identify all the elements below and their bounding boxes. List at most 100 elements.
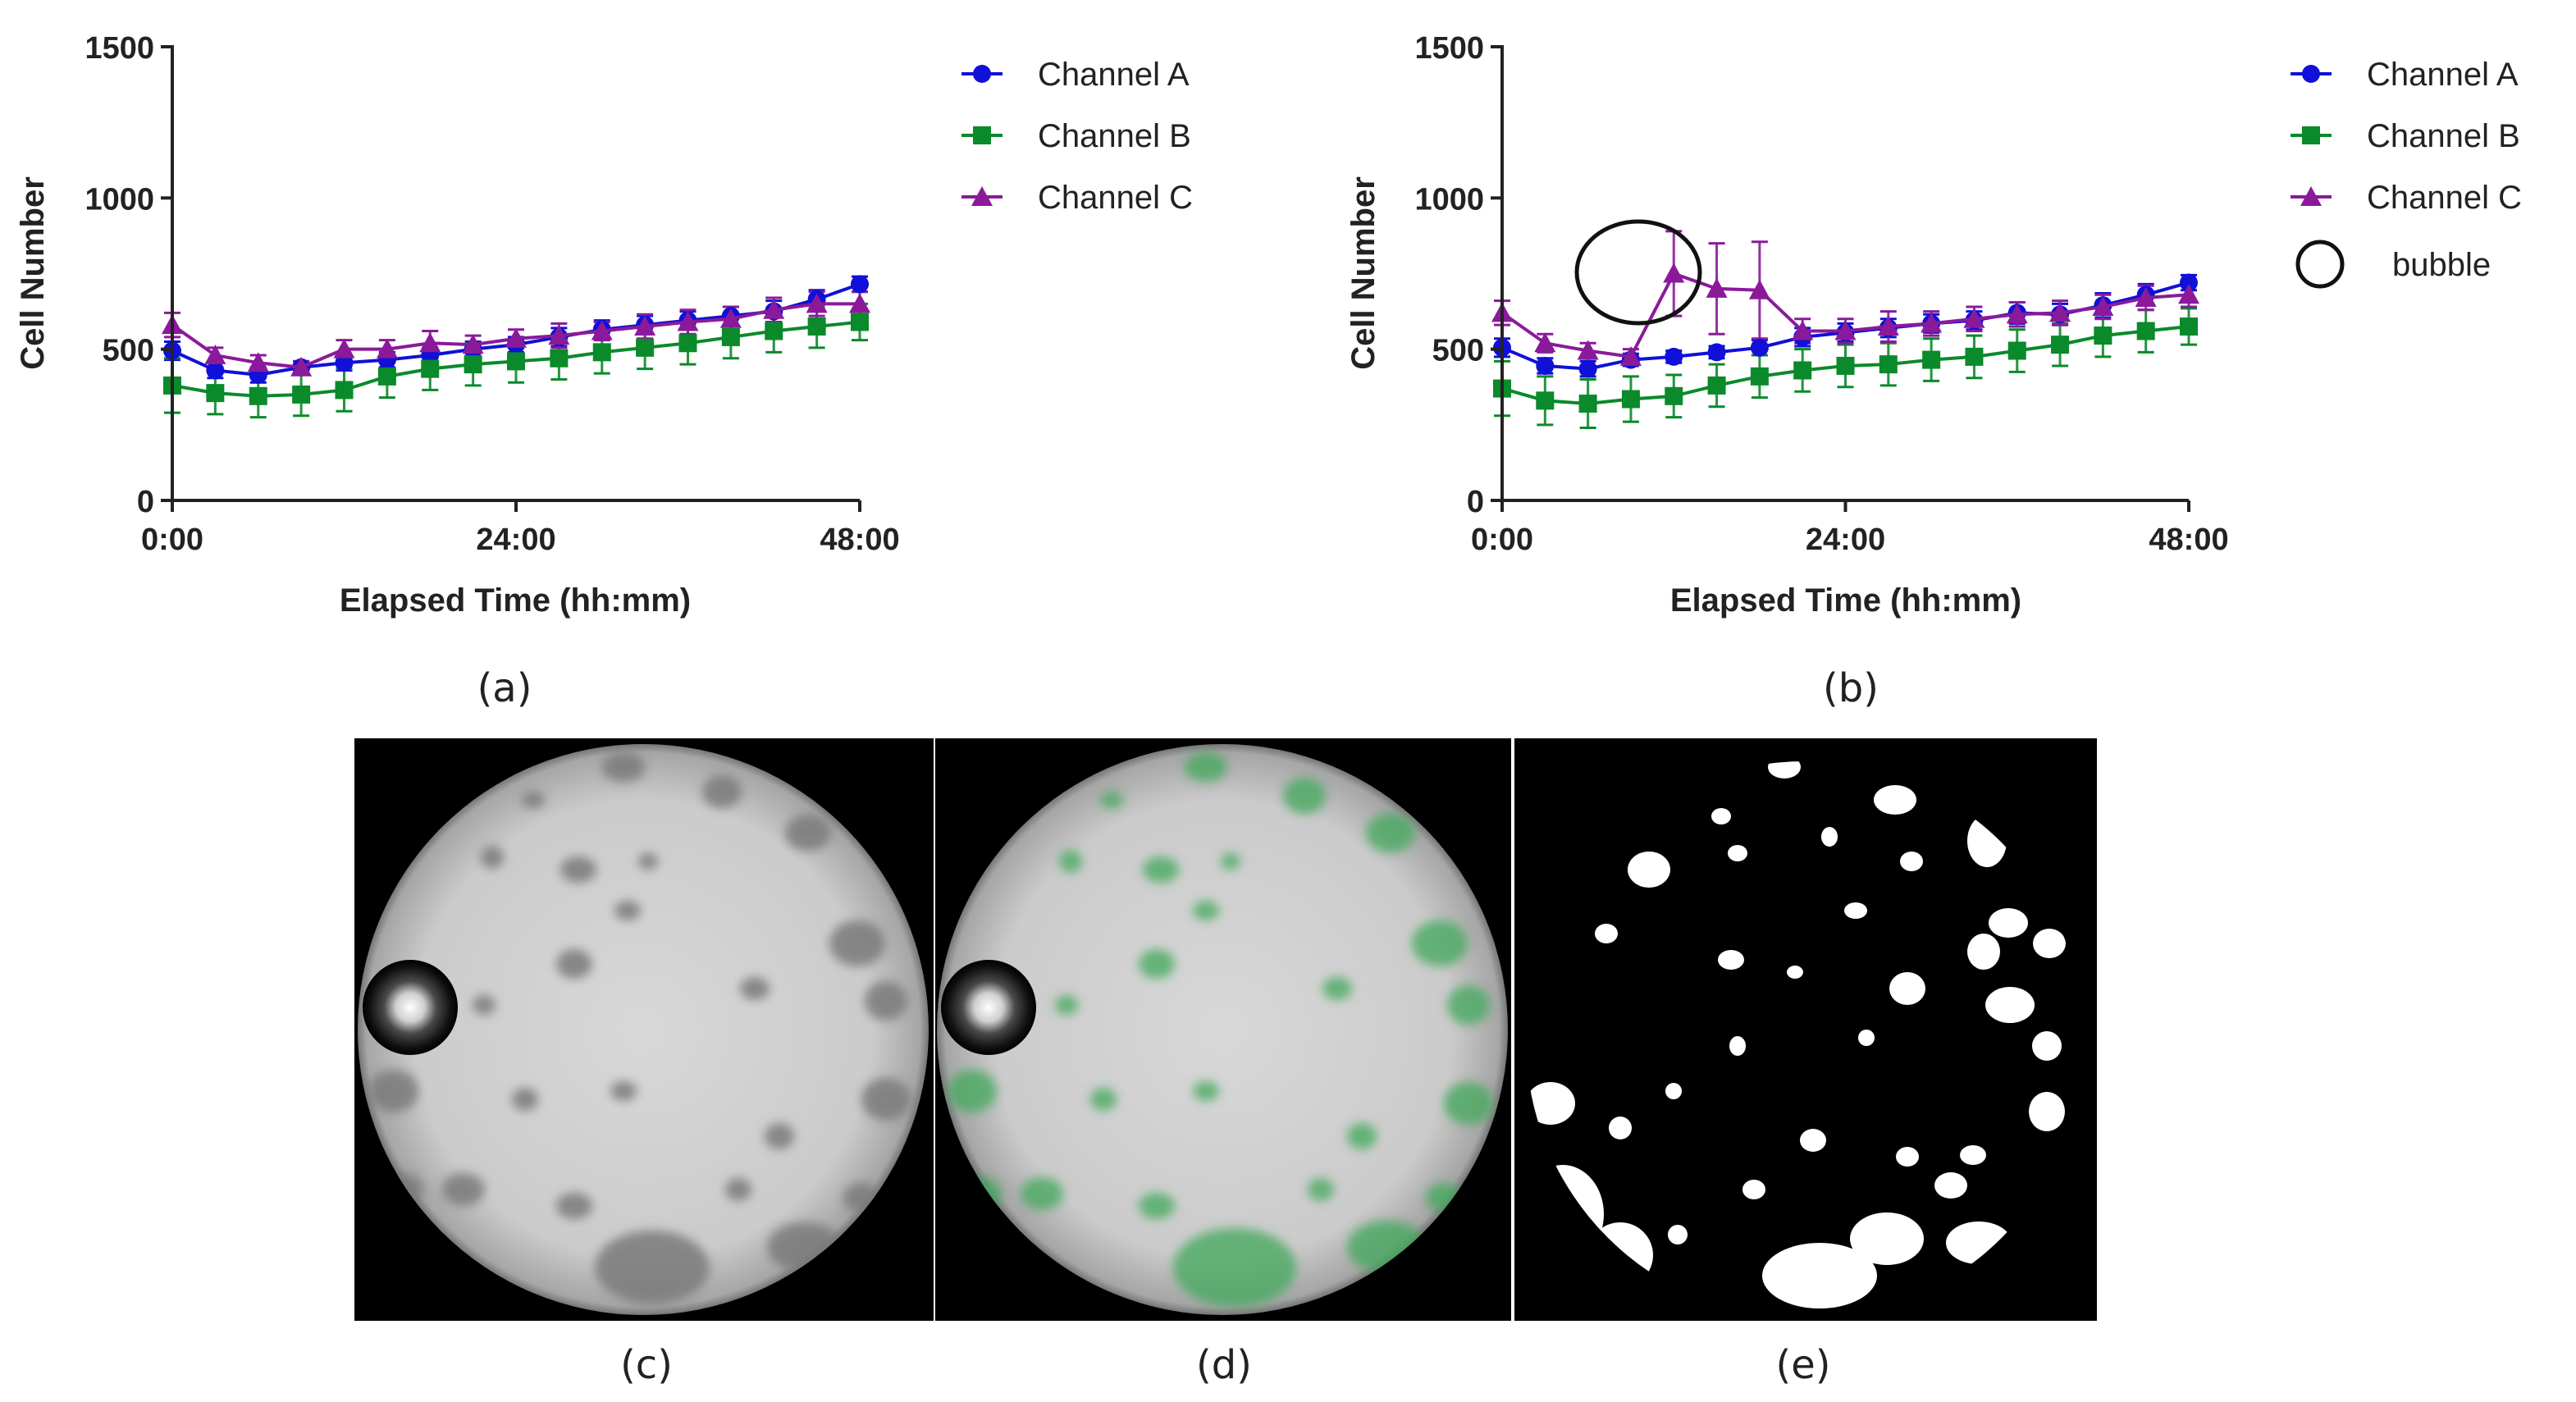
image-d-dish bbox=[937, 744, 1508, 1315]
chart-b-channel-a-point bbox=[2180, 273, 2198, 292]
chart-b-ylabel: Cell Number bbox=[1345, 176, 1382, 370]
chart-b-channel-c-point bbox=[1619, 345, 1642, 366]
legend-b-bubble-label: bubble bbox=[2392, 247, 2491, 283]
chart-b-channel-b-point bbox=[1922, 350, 1941, 369]
chart-a-channel-c-point bbox=[204, 345, 226, 365]
chart-a-channel-b-point bbox=[335, 381, 354, 400]
legend-a-channel-a-marker bbox=[973, 65, 991, 83]
chart-a-y-tick-label: 500 bbox=[103, 334, 154, 368]
chart-a-channel-b-point bbox=[721, 327, 740, 346]
chart-b-channel-c-point bbox=[2049, 302, 2071, 322]
chart-a-channel-a-point bbox=[335, 354, 354, 372]
chart-b-channel-b-point bbox=[1578, 395, 1597, 413]
chart-b-channel-b-point bbox=[2007, 341, 2026, 360]
chart-b-y-tick-label: 1500 bbox=[1414, 31, 1484, 66]
chart-b-channel-a-point bbox=[1536, 356, 1555, 375]
chart-a-series bbox=[162, 275, 870, 405]
legend-a-channel-b-marker bbox=[973, 126, 991, 144]
legend-b-channel-a-marker bbox=[2302, 65, 2320, 83]
chart-b-channel-b-point bbox=[1750, 367, 1769, 386]
image-c-cell-clusters bbox=[369, 752, 911, 1304]
chart-b-channel-a-point bbox=[1665, 347, 1683, 366]
chart-b-x-tick-label: 48:00 bbox=[2149, 523, 2228, 557]
legend-a-channel-b-label: Channel B bbox=[1038, 118, 1191, 154]
chart-b-channel-b-point bbox=[1621, 390, 1640, 409]
chart-b-channel-b-point bbox=[2094, 327, 2112, 345]
chart-a-channel-c-point bbox=[849, 293, 870, 313]
chart-b-axes: 0 500 1000 1500 0:00 24:00 48:00 bbox=[1414, 31, 2228, 557]
chart-a-y-tick-label: 1000 bbox=[84, 182, 154, 217]
chart-a-channel-a-point bbox=[206, 361, 225, 380]
chart-b-channel-c-point bbox=[2092, 296, 2114, 317]
chart-b-channel-c-point bbox=[1834, 320, 1857, 340]
chart-a-channel-b-point bbox=[377, 367, 396, 386]
legend-b-channel-c-marker bbox=[2300, 186, 2322, 206]
chart-a-channel-b-point bbox=[464, 355, 482, 374]
chart-a-axes: 0 500 1000 1500 0:00 24:00 48:00 bbox=[84, 31, 899, 557]
chart-a-channel-c-point bbox=[806, 293, 828, 313]
chart-a-channel-c-point bbox=[247, 352, 269, 372]
chart-b-y-tick-label: 0 bbox=[1467, 485, 1484, 519]
chart-a-x-tick-label: 0:00 bbox=[141, 523, 203, 557]
chart-b-y-tick-label: 500 bbox=[1432, 334, 1484, 368]
chart-a-channel-b-point bbox=[249, 386, 267, 405]
chart-a-channel-b-point bbox=[678, 334, 697, 353]
chart-b-channel-b-point bbox=[2136, 322, 2155, 340]
chart-b-channel-b-point bbox=[1879, 355, 1898, 374]
chart-b-channel-a-point bbox=[1578, 359, 1597, 378]
chart-b-channel-c-point bbox=[1877, 316, 1899, 336]
chart-a-channel-b-point bbox=[421, 359, 440, 378]
legend-b-bubble-marker bbox=[2295, 240, 2345, 289]
chart-a-channel-b-point bbox=[206, 384, 225, 403]
chart-b-channel-c-point bbox=[1577, 340, 1599, 360]
chart-b-y-tick-label: 1000 bbox=[1414, 182, 1484, 217]
chart-b-channel-b-point bbox=[2051, 336, 2070, 354]
image-c-micrograph: (c) bbox=[354, 738, 934, 1388]
chart-b-legend: Channel A Channel B Channel C bubble bbox=[2291, 57, 2522, 289]
chart-a: 0 500 1000 1500 0:00 24:00 48:00 Elapsed Time … bbox=[15, 31, 1193, 711]
image-d-overlay: (d) bbox=[935, 738, 1511, 1388]
chart-a-channel-c-point bbox=[290, 356, 313, 377]
legend-b-channel-a-label: Channel A bbox=[2367, 57, 2519, 93]
chart-a-channel-b-point bbox=[592, 343, 611, 362]
chart-a-channel-c-point bbox=[376, 338, 398, 358]
image-c-bubble bbox=[363, 960, 458, 1055]
legend-b-channel-b-label: Channel B bbox=[2367, 118, 2520, 154]
chart-b-channel-b-point bbox=[2180, 317, 2198, 336]
chart-b-channel-c-point bbox=[2135, 286, 2157, 307]
chart-a-ylabel: Cell Number bbox=[15, 176, 51, 370]
chart-a-channel-b-point bbox=[636, 338, 655, 357]
chart-a-channel-c-point bbox=[505, 327, 527, 348]
chart-b-series bbox=[1491, 263, 2199, 413]
chart-b-channel-b-point bbox=[1536, 391, 1555, 410]
chart-a-x-tick-label: 48:00 bbox=[820, 523, 899, 557]
chart-a-channel-c-point bbox=[763, 299, 785, 319]
chart-a-channel-b-point bbox=[807, 317, 826, 336]
chart-b-channel-a-point bbox=[1707, 343, 1726, 362]
panel-label-d: (d) bbox=[1196, 1342, 1252, 1388]
chart-a-y-tick-label: 0 bbox=[137, 485, 154, 519]
chart-b-channel-c-point bbox=[1663, 263, 1685, 283]
chart-b-channel-c-point bbox=[1963, 308, 1985, 328]
chart-b-channel-c-point bbox=[1792, 320, 1814, 340]
chart-b-channel-c-point bbox=[2006, 304, 2028, 324]
legend-a-channel-a-label: Channel A bbox=[1038, 57, 1190, 93]
chart-b-channel-c-point bbox=[1706, 277, 1728, 298]
chart-a-channel-b-point bbox=[550, 349, 569, 368]
chart-a-channel-c-point bbox=[333, 338, 355, 358]
chart-b-channel-b-point bbox=[1665, 386, 1683, 405]
chart-a-channel-a-point bbox=[851, 275, 869, 294]
panel-label-b: (b) bbox=[1823, 665, 1879, 711]
image-d-bubble bbox=[941, 960, 1036, 1055]
chart-a-channel-c-point bbox=[591, 320, 613, 340]
chart-a-y-tick-label: 1500 bbox=[84, 31, 154, 66]
legend-b-channel-c-label: Channel C bbox=[2367, 180, 2522, 216]
chart-b: 0 500 1000 1500 0:00 24:00 48:00 Elapsed Time … bbox=[1345, 31, 2522, 711]
chart-b-channel-c-point bbox=[1534, 332, 1556, 353]
panel-label-a: (a) bbox=[477, 665, 532, 711]
chart-a-channel-c-point bbox=[719, 308, 742, 328]
legend-b-channel-b-marker bbox=[2302, 126, 2320, 144]
chart-a-channel-c-point bbox=[677, 311, 699, 331]
chart-a-channel-c-point bbox=[634, 316, 656, 336]
